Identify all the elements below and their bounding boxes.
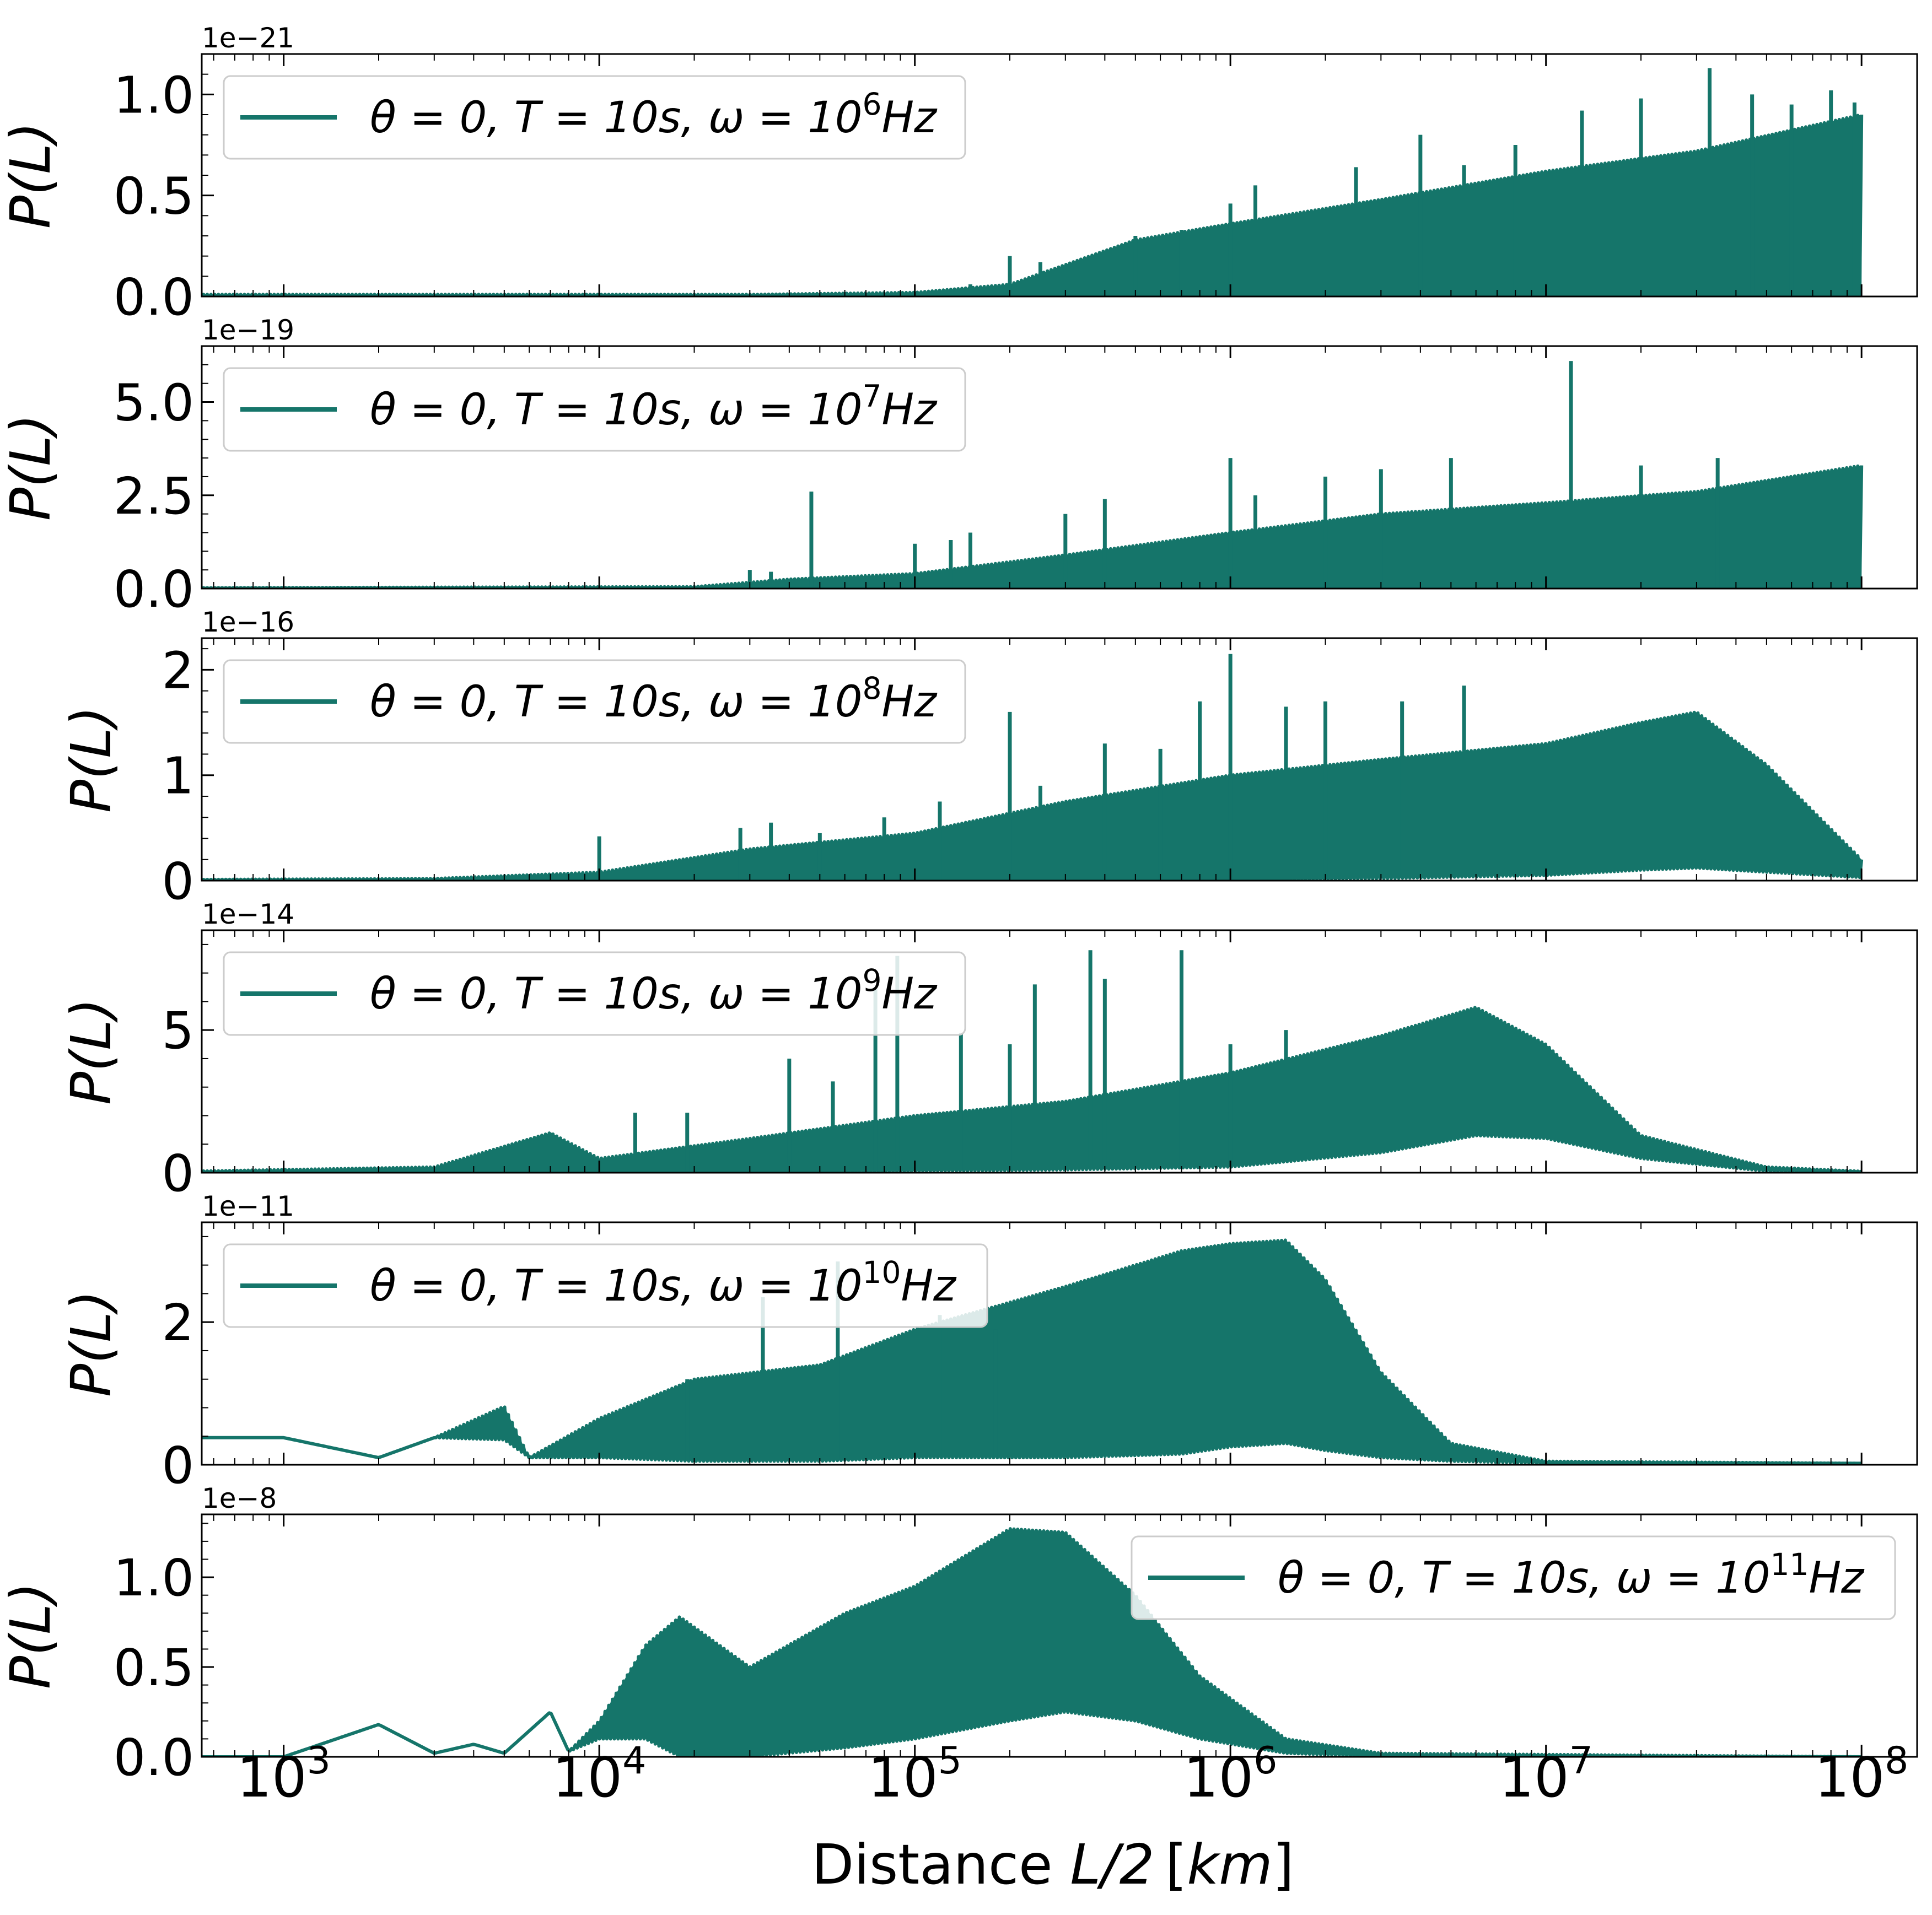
panel-5: 0 2 1e−11 P(L) θ = 0, T = 10s, ω = 1010Hz — [59, 1190, 1918, 1495]
y-tick-label: 0.0 — [114, 268, 194, 327]
y-tick-label: 0 — [162, 852, 194, 911]
series-band — [202, 712, 1862, 881]
y-tick-label: 0 — [162, 1144, 194, 1203]
series-plot — [202, 1527, 1862, 1757]
y-tick-label: 1.0 — [114, 1549, 194, 1607]
series-plot — [202, 68, 1864, 296]
legend-label: θ = 0, T = 10s, ω = 109Hz — [370, 963, 938, 1019]
x-tick-label: 107 — [1499, 1739, 1593, 1810]
x-tick-label: 108 — [1815, 1739, 1909, 1810]
y-tick-label: 0.5 — [114, 1638, 194, 1697]
y-axis-label: P(L) — [59, 1290, 123, 1397]
series-band — [202, 115, 1862, 296]
series-band — [202, 465, 1862, 589]
y-axis-label: P(L) — [0, 1582, 63, 1689]
series-plot — [202, 1238, 1862, 1465]
x-tick-label: 104 — [552, 1739, 647, 1810]
offset-text: 1e−21 — [202, 22, 294, 54]
legend-label: θ = 0, T = 10s, ω = 106Hz — [370, 87, 938, 143]
chart-panels: 0.00.51.01e−21P(L)θ = 0, T = 10s, ω = 10… — [0, 22, 1918, 1787]
y-tick-label: 1.0 — [114, 66, 194, 125]
axes-frame — [201, 929, 1918, 1174]
legend-box — [223, 659, 966, 744]
offset-text: 1e−8 — [202, 1482, 277, 1514]
legend: θ = 0, T = 10s, ω = 108Hz — [223, 659, 966, 744]
x-axis-tick-labels: 103 104 105 106 107 108 — [236, 1739, 1908, 1810]
series-band — [202, 1240, 1862, 1464]
y-tick-label: 0.0 — [114, 1728, 194, 1787]
axes-frame — [201, 637, 1918, 882]
legend: θ = 0, T = 10s, ω = 1010Hz — [223, 1243, 988, 1328]
x-tick-label: 103 — [236, 1739, 331, 1810]
offset-text: 1e−19 — [202, 314, 294, 346]
panel-6: 0.0 0.5 1.0 1e−8 P(L) θ = 0, T = 10s, ω = 101… — [0, 1482, 1918, 1787]
series-band — [202, 1529, 1862, 1757]
y-axis-label: P(L) — [59, 998, 123, 1105]
y-axis-label: P(L) — [59, 706, 123, 813]
axes-frame — [201, 1221, 1918, 1466]
legend: θ = 0, T = 10s, ω = 106Hz — [223, 75, 966, 160]
series-band — [202, 1007, 1862, 1173]
y-axis-label: P(L) — [0, 122, 63, 229]
legend-box — [1131, 1535, 1896, 1620]
x-tick-label: 106 — [1183, 1739, 1278, 1810]
y-tick-label: 2 — [162, 1293, 194, 1352]
legend: θ = 0, T = 10s, ω = 1011Hz — [1131, 1535, 1896, 1620]
legend-label: θ = 0, T = 10s, ω = 107Hz — [370, 379, 938, 435]
y-tick-label: 5 — [162, 1001, 194, 1060]
y-tick-label: 0.5 — [114, 167, 194, 226]
axes-frame — [201, 1513, 1918, 1758]
offset-text: 1e−11 — [202, 1190, 294, 1222]
panel-2: 0.0 2.5 5.01e−19 P(L) θ = 0, T = 10s, ω = 10… — [0, 314, 1918, 619]
legend-box — [223, 367, 966, 452]
y-tick-label: 0 — [162, 1436, 194, 1495]
offset-text: 1e−14 — [202, 898, 294, 930]
legend: θ = 0, T = 10s, ω = 109Hz — [223, 951, 966, 1036]
y-tick-label: 2.5 — [114, 467, 194, 526]
series-plot — [202, 654, 1864, 881]
legend-label: θ = 0, T = 10s, ω = 108Hz — [370, 671, 938, 727]
y-tick-label: 1 — [162, 747, 194, 806]
series-plot — [202, 361, 1864, 589]
series-plot — [202, 950, 1863, 1173]
legend-box — [223, 75, 966, 160]
legend-label: θ = 0, T = 10s, ω = 1010Hz — [370, 1255, 957, 1311]
y-tick-label: 5.0 — [114, 374, 194, 433]
legend-label: θ = 0, T = 10s, ω = 1011Hz — [1278, 1547, 1865, 1603]
legend-box — [223, 1243, 988, 1328]
panel-1: 0.0 0.5 1.01e−21 P(L) θ = 0, T = 10s, ω = 10… — [0, 22, 1918, 327]
legend-box — [223, 951, 966, 1036]
offset-text: 1e−16 — [202, 606, 294, 638]
y-axis-label: P(L) — [0, 414, 63, 521]
axes-frame — [201, 345, 1918, 590]
legend: θ = 0, T = 10s, ω = 107Hz — [223, 367, 966, 452]
panel-3: 0 1 21e−16 P(L) θ = 0, T = 10s, ω = 108Hz — [59, 606, 1918, 911]
y-tick-label: 0.0 — [114, 560, 194, 619]
x-axis-label: Distance L/2 [km] — [811, 1832, 1294, 1897]
y-tick-label: 2 — [162, 641, 194, 700]
panel-4: 0 5 1e−14 P(L) θ = 0, T = 10s, ω = 109Hz — [59, 898, 1918, 1203]
x-tick-label: 105 — [868, 1739, 962, 1810]
